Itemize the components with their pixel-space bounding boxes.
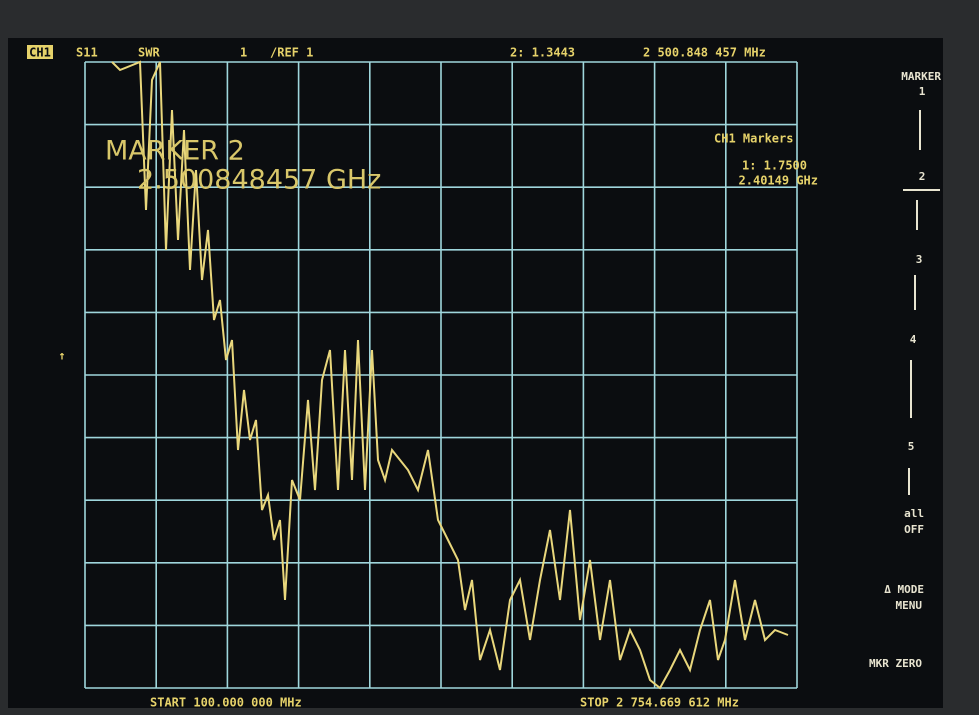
softkey[interactable]: MKR ZERO xyxy=(869,657,922,670)
softkey[interactable]: 3 xyxy=(916,253,923,266)
softkey[interactable]: 2 xyxy=(919,170,926,183)
parameter: S11 xyxy=(76,46,98,60)
marker-1-frequency: 2.40149 GHz xyxy=(739,174,818,188)
stop-frequency: STOP 2 754.669 612 MHz xyxy=(580,696,739,710)
softkeys: MARKER 1 2 3 4 5 all OFF Δ MODE MENU MKR… xyxy=(869,70,941,670)
channel-badge xyxy=(27,45,53,59)
softkey[interactable]: Δ MODE xyxy=(884,583,924,596)
softkey[interactable]: 1 xyxy=(919,85,926,98)
softkey[interactable]: 4 xyxy=(910,333,917,346)
softkey[interactable]: OFF xyxy=(904,523,924,536)
softkey[interactable]: MENU xyxy=(896,599,923,612)
start-frequency: START 100.000 000 MHz xyxy=(150,696,302,710)
trace xyxy=(111,60,789,690)
marker-big-frequency: 2.500848457 GHz xyxy=(137,165,381,196)
format: SWR xyxy=(138,46,160,60)
reference: /REF 1 xyxy=(270,46,313,60)
softkey[interactable]: all xyxy=(904,507,924,520)
softkey[interactable]: 5 xyxy=(908,440,915,453)
display xyxy=(8,38,943,708)
channel: CH1 xyxy=(29,46,51,60)
scale: 1 xyxy=(240,46,247,60)
marker-1-value: 1: 1.7500 xyxy=(742,159,807,173)
graticule xyxy=(84,61,798,689)
marker-frequency: 2 500.848 457 MHz xyxy=(643,46,766,60)
marker-title: MARKER 2 xyxy=(105,136,245,167)
marker-list-title: CH1 Markers xyxy=(714,132,793,146)
softkey[interactable]: MARKER xyxy=(901,70,941,83)
marker-readout: 2: 1.3443 xyxy=(510,46,575,60)
reference-arrow: ↑ xyxy=(58,349,65,363)
